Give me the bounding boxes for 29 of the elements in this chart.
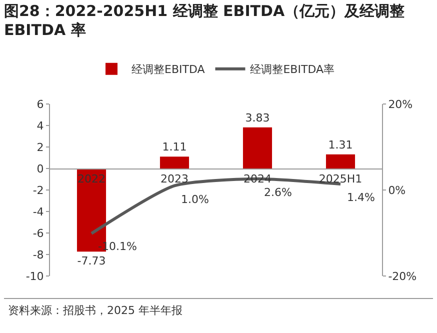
bar [326, 154, 356, 168]
bar [242, 127, 272, 168]
y2-tick-label: -20% [388, 270, 417, 283]
y-tick-label: -10 [26, 270, 44, 283]
data-label: 2.6% [264, 186, 292, 199]
y-tick-label: 6 [36, 98, 44, 111]
data-label: 1.11 [162, 140, 187, 154]
y-tick-label: -8 [32, 248, 44, 262]
data-label: 3.83 [245, 111, 270, 124]
x-tick-label: 2023 [160, 172, 188, 186]
x-tick-label: 2025H1 [318, 172, 362, 186]
chart-title: 图28：2022-2025H1 经调整 EBITDA（亿元）及经调整 EBITDA 率 [3, 1, 406, 41]
data-label: 1.4% [347, 191, 375, 204]
y-tick-label: 0 [36, 162, 44, 176]
data-label: 1.31 [328, 138, 353, 152]
x-tick-label: 2022 [78, 172, 106, 186]
legend-label: 经调整EBITDA率 [250, 63, 334, 76]
y2-tick-label: 0% [388, 184, 406, 197]
y-tick-label: -6 [32, 226, 44, 240]
data-label: 1.0% [181, 193, 209, 206]
data-label: -7.73 [77, 254, 106, 268]
y-tick-label: -2 [32, 184, 44, 197]
y2-tick-label: 20% [388, 98, 413, 111]
y-tick-label: -4 [32, 205, 44, 218]
y-tick-label: 2 [36, 140, 44, 154]
bar [160, 156, 190, 168]
legend-label: 经调整EBITDA [132, 63, 206, 76]
text: 资料来源：招股书，2025 年半年报 [4, 298, 433, 322]
y-tick-label: 4 [36, 119, 44, 132]
